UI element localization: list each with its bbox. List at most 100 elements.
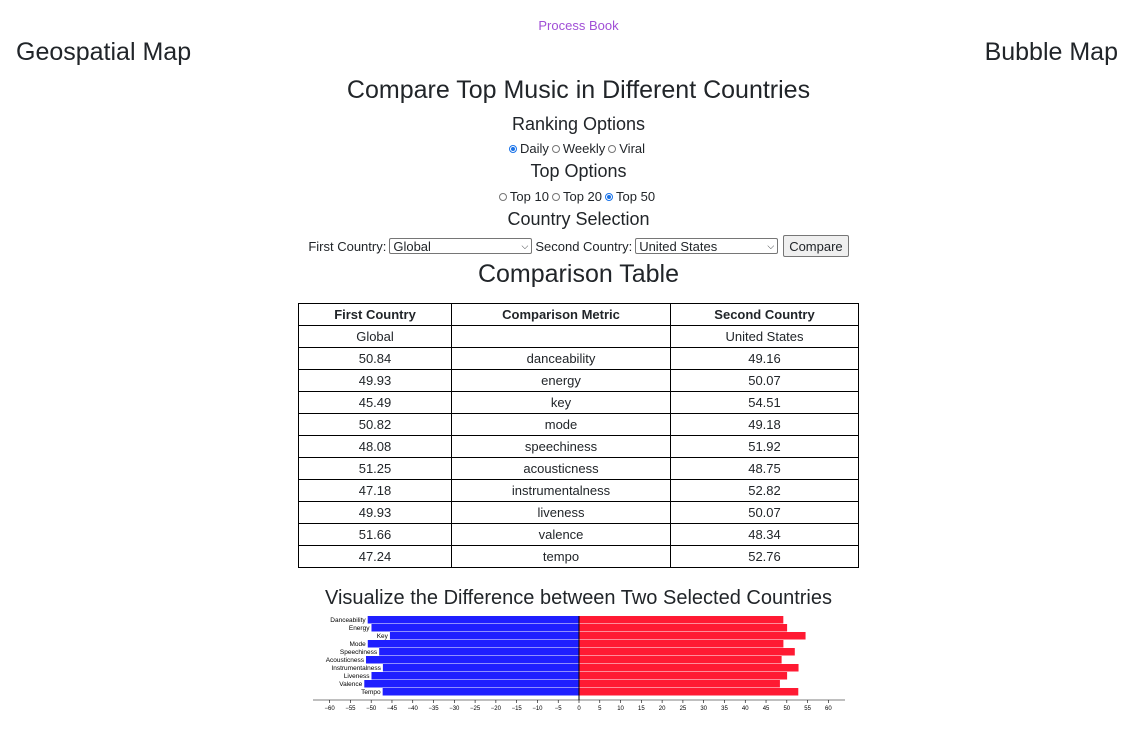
- radio-top-20[interactable]: Top 20: [551, 189, 602, 204]
- x-tick-label: −60: [325, 706, 336, 712]
- table-row: 47.24 tempo 52.76: [298, 545, 859, 568]
- bar-mode-second: [579, 640, 784, 648]
- table-cell: 54.51: [670, 391, 859, 414]
- header-first-country: First Country: [298, 303, 452, 326]
- category-label: Speechiness: [340, 649, 378, 656]
- table-cell: 52.82: [670, 479, 859, 502]
- top-options-heading: Top Options: [530, 161, 627, 181]
- table-cell: 51.25: [298, 457, 452, 480]
- x-tick-label: 20: [659, 706, 666, 712]
- bar-liveness-second: [579, 672, 788, 680]
- table-row-countries: Global United States: [298, 325, 859, 348]
- bar-acousticness-first: [365, 656, 579, 664]
- x-tick-label: −40: [408, 706, 419, 712]
- bar-energy-second: [579, 624, 788, 632]
- second-country-value: United States: [639, 238, 718, 254]
- category-label: Instrumentalness: [331, 665, 381, 672]
- table-cell: 49.18: [670, 413, 859, 436]
- bar-instrumentalness-second: [579, 664, 799, 672]
- x-tick-label: 15: [638, 706, 645, 712]
- table-cell: [451, 325, 671, 348]
- table-row: 50.82 mode 49.18: [298, 413, 859, 436]
- second-country-label: Second Country:: [535, 238, 633, 254]
- comparison-table-title: Comparison Table: [477, 260, 680, 288]
- table-cell: 50.07: [670, 369, 859, 392]
- table-cell: 48.08: [298, 435, 452, 458]
- radio-viral[interactable]: Viral: [608, 141, 645, 156]
- first-country-select[interactable]: Global ⌵: [389, 238, 533, 254]
- x-tick-label: 5: [598, 706, 602, 712]
- table-cell: instrumentalness: [451, 479, 671, 502]
- radio-daily[interactable]: Daily: [508, 141, 549, 156]
- page-title: Compare Top Music in Different Countries: [346, 76, 811, 104]
- table-cell: 50.84: [298, 347, 452, 370]
- ranking-options-group: Daily Weekly Viral: [0, 141, 1136, 156]
- country-selection-row: First Country: Global ⌵ Second Country: U…: [0, 235, 1136, 257]
- bar-key-first: [389, 632, 579, 640]
- table-cell: 51.92: [670, 435, 859, 458]
- x-tick-label: −35: [428, 706, 439, 712]
- radio-top-10-circle[interactable]: [498, 192, 507, 201]
- first-country-label: First Country:: [308, 238, 387, 254]
- ranking-options-heading: Ranking Options: [511, 114, 646, 134]
- table-cell: 49.93: [298, 501, 452, 524]
- table-cell: liveness: [451, 501, 671, 524]
- category-label: Valence: [339, 681, 362, 688]
- table-row: 48.08 speechiness 51.92: [298, 435, 859, 458]
- radio-daily-circle[interactable]: [508, 144, 517, 153]
- radio-viral-circle[interactable]: [608, 144, 617, 153]
- category-label: Key: [377, 633, 389, 640]
- x-tick-label: −30: [449, 706, 460, 712]
- table-cell: Global: [298, 325, 452, 348]
- bar-acousticness-second: [579, 656, 782, 664]
- radio-top-50-circle[interactable]: [605, 192, 614, 201]
- bar-valence-second: [579, 680, 780, 688]
- geospatial-map-link[interactable]: Geospatial Map: [16, 38, 192, 66]
- table-cell: 49.93: [298, 369, 452, 392]
- table-row: 47.18 instrumentalness 52.82: [298, 479, 859, 502]
- x-tick-label: 30: [700, 706, 707, 712]
- table-cell: danceability: [451, 347, 671, 370]
- x-tick-label: −15: [512, 706, 523, 712]
- table-cell: 48.75: [670, 457, 859, 480]
- bar-liveness-first: [371, 672, 579, 680]
- process-book-link[interactable]: Process Book: [538, 18, 619, 33]
- country-selection-heading: Country Selection: [507, 209, 650, 229]
- category-label: Mode: [350, 641, 367, 648]
- table-header-row: First Country Comparison Metric Second C…: [298, 303, 859, 326]
- bar-instrumentalness-first: [382, 664, 579, 672]
- radio-weekly[interactable]: Weekly: [551, 141, 605, 156]
- radio-top-20-circle[interactable]: [551, 192, 560, 201]
- bar-speechiness-first: [379, 648, 579, 656]
- chevron-down-icon: ⌵: [767, 240, 775, 251]
- table-cell: 50.82: [298, 413, 452, 436]
- table-row: 45.49 key 54.51: [298, 391, 859, 414]
- second-country-select[interactable]: United States ⌵: [635, 238, 779, 254]
- x-tick-label: −45: [387, 706, 398, 712]
- radio-daily-label: Daily: [519, 141, 549, 156]
- bubble-map-link[interactable]: Bubble Map: [984, 38, 1118, 66]
- table-cell: acousticness: [451, 457, 671, 480]
- chevron-down-icon: ⌵: [521, 240, 529, 251]
- bar-tempo-first: [382, 688, 579, 696]
- bar-speechiness-second: [579, 648, 795, 656]
- compare-button[interactable]: Compare: [783, 235, 849, 257]
- table-row: 49.93 liveness 50.07: [298, 501, 859, 524]
- x-tick-label: 0: [577, 706, 581, 712]
- first-country-value: Global: [393, 238, 431, 254]
- radio-top-50[interactable]: Top 50: [605, 189, 655, 204]
- category-label: Liveness: [344, 673, 370, 680]
- x-tick-label: −55: [345, 706, 356, 712]
- x-tick-label: 45: [763, 706, 770, 712]
- x-tick-label: 40: [742, 706, 749, 712]
- table-cell: speechiness: [451, 435, 671, 458]
- table-cell: 45.49: [298, 391, 452, 414]
- radio-weekly-circle[interactable]: [551, 144, 560, 153]
- bar-tempo-second: [579, 688, 799, 696]
- bar-valence-first: [364, 680, 579, 688]
- x-tick-label: 55: [804, 706, 811, 712]
- radio-top-10[interactable]: Top 10: [498, 189, 549, 204]
- table-cell: 52.76: [670, 545, 859, 568]
- radio-top-10-label: Top 10: [509, 189, 549, 204]
